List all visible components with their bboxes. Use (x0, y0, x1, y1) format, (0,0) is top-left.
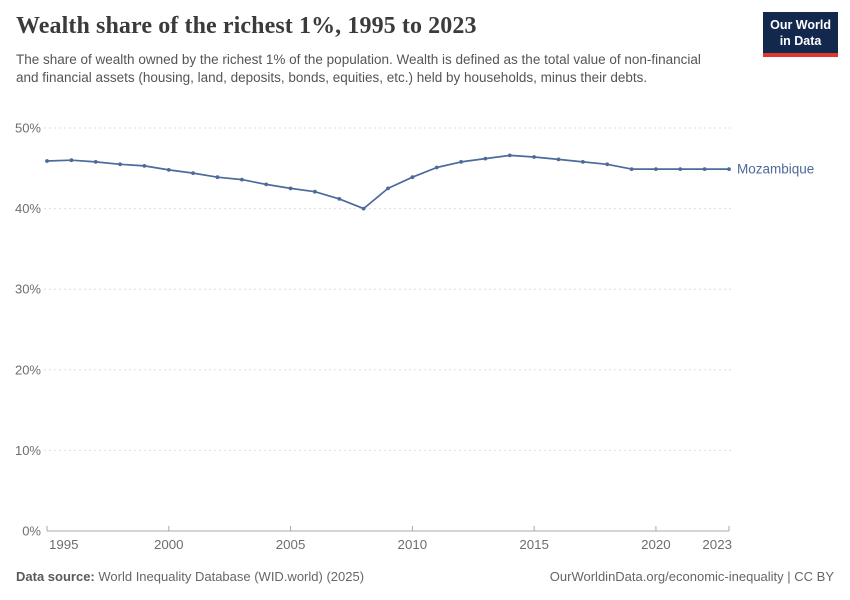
data-point-2022 (702, 167, 707, 172)
logo-line-2: in Data (779, 34, 822, 48)
x-tick-label-2005: 2005 (276, 537, 306, 552)
data-point-1999 (142, 164, 147, 168)
data-source-note: Data source: World Inequality Database (… (16, 569, 364, 584)
attribution-link[interactable]: OurWorldinData.org/economic-inequality |… (549, 569, 834, 584)
y-tick-label-50: 50% (15, 121, 41, 136)
data-point-1996 (69, 158, 74, 163)
data-point-2006 (313, 189, 317, 194)
data-source-label: Data source: (16, 569, 95, 584)
data-point-2005 (288, 186, 293, 191)
data-point-2008 (361, 206, 366, 211)
data-point-2021 (678, 167, 683, 172)
x-tick-label-2015: 2015 (519, 537, 549, 552)
data-point-2019 (629, 167, 634, 172)
logo-line-1: Our World (770, 18, 831, 32)
data-point-1995 (45, 159, 49, 163)
data-point-2023 (727, 167, 731, 172)
data-point-2000 (166, 168, 171, 172)
data-source-value: World Inequality Database (WID.world) (2… (98, 569, 365, 584)
y-tick-label-40: 40% (15, 201, 41, 216)
data-point-2014 (507, 153, 512, 158)
y-tick-label-0: 0% (22, 524, 41, 539)
page-title: Wealth share of the richest 1%, 1995 to … (16, 13, 477, 39)
data-point-2004 (264, 182, 269, 187)
data-point-2003 (240, 177, 244, 182)
series-line-mozambique (46, 154, 730, 210)
data-point-2002 (215, 175, 220, 180)
data-point-1998 (118, 162, 122, 167)
data-point-2015 (532, 155, 536, 159)
x-tick-label-2020: 2020 (641, 537, 671, 552)
data-point-2009 (386, 186, 390, 191)
x-tick-label-2023: 2023 (702, 537, 732, 552)
data-point-2011 (434, 165, 439, 170)
data-point-2012 (459, 160, 463, 164)
y-tick-label-10: 10% (15, 443, 41, 458)
data-point-2016 (556, 157, 561, 162)
chart-footer: Data source: World Inequality Database (… (16, 569, 834, 584)
y-tick-label-20: 20% (15, 362, 41, 377)
data-point-2007 (337, 197, 342, 201)
series-label-mozambique[interactable]: Mozambique (737, 161, 814, 176)
data-point-2013 (483, 156, 488, 161)
x-tick-label-1995: 1995 (49, 537, 79, 552)
owid-logo[interactable]: Our World in Data (763, 12, 838, 57)
y-tick-label-30: 30% (15, 282, 41, 297)
data-point-2020 (654, 167, 658, 172)
data-point-2001 (191, 171, 196, 176)
data-point-1997 (93, 160, 98, 164)
chart-subtitle: The share of wealth owned by the richest… (16, 52, 701, 85)
x-tick-label-2010: 2010 (398, 537, 428, 552)
data-point-2018 (605, 162, 610, 167)
data-point-2010 (410, 175, 415, 180)
data-point-2017 (581, 160, 585, 164)
x-tick-label-2000: 2000 (154, 537, 184, 552)
